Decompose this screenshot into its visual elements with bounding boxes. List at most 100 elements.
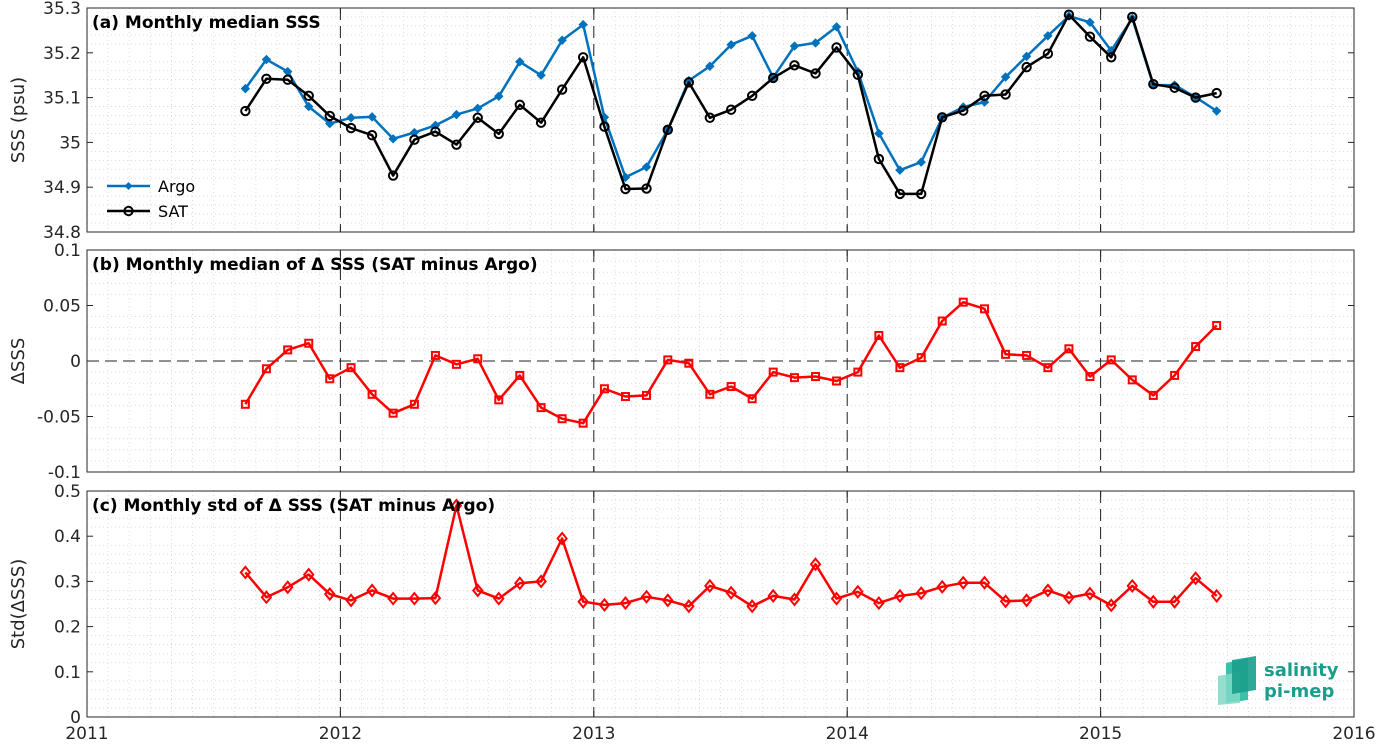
data-point — [1020, 593, 1033, 608]
x-tick-label: 2014 — [826, 724, 869, 744]
panel-b: -0.1 -0.05 0 0.05 0.1 ΔSSS (b) Monthly median … — [8, 241, 1355, 483]
data-point — [1148, 78, 1159, 90]
y-tick-label: 0.05 — [43, 297, 81, 317]
data-point — [705, 389, 715, 399]
data-point — [1191, 342, 1201, 352]
data-point — [809, 557, 822, 572]
data-point — [261, 364, 271, 374]
data-point — [578, 19, 588, 30]
data-point — [557, 414, 567, 424]
axes-frame — [86, 7, 1355, 233]
series-argo — [240, 11, 1222, 183]
axes-frame — [86, 490, 1355, 718]
data-point — [873, 153, 885, 165]
data-point — [937, 316, 947, 326]
data-point — [1000, 72, 1011, 82]
data-point — [704, 112, 716, 123]
y-tick-label: 34.8 — [43, 223, 81, 243]
y-tick-label: 35.3 — [43, 0, 81, 19]
data-point — [450, 498, 463, 513]
data-point — [852, 69, 864, 80]
data-point — [494, 91, 504, 101]
data-point — [1190, 92, 1201, 103]
data-point — [304, 101, 314, 112]
y-tick-label: 0.1 — [54, 241, 81, 261]
data-point — [746, 599, 758, 614]
data-point — [430, 126, 441, 137]
data-point — [978, 575, 991, 590]
y-tick-label: 0.4 — [54, 527, 81, 547]
data-point — [1211, 87, 1222, 99]
data-point — [810, 38, 821, 48]
data-point — [725, 585, 737, 600]
data-point — [1021, 51, 1032, 62]
y-tick-label: 0.1 — [54, 663, 81, 683]
data-point — [894, 588, 906, 603]
legend-label: Argo — [158, 177, 195, 196]
data-point — [261, 54, 272, 65]
data-point — [324, 110, 335, 122]
data-point — [726, 382, 736, 392]
data-point — [430, 350, 440, 360]
data-point — [1106, 52, 1117, 63]
data-point — [831, 22, 842, 32]
data-point — [725, 104, 737, 115]
data-point — [1085, 372, 1095, 382]
data-point — [620, 183, 631, 195]
x-tick-label: 2012 — [319, 724, 362, 744]
data-point — [746, 90, 758, 102]
data-point — [767, 588, 779, 603]
y-tick-label: 0.2 — [54, 618, 81, 638]
data-point — [473, 354, 483, 364]
data-point — [789, 41, 800, 51]
data-point — [409, 127, 420, 138]
data-point — [240, 105, 251, 117]
data-point — [1212, 320, 1222, 330]
data-point — [408, 591, 421, 606]
legend-marker — [123, 205, 134, 217]
data-point — [387, 170, 399, 181]
data-point — [451, 139, 462, 150]
data-point — [683, 599, 695, 614]
series-sat — [240, 9, 1222, 200]
data-point — [662, 593, 674, 608]
data-point — [302, 567, 315, 582]
series-line — [244, 504, 1218, 608]
data-point — [323, 586, 336, 602]
panel-title: (c) Monthly std of Δ SSS (SAT minus Argo… — [92, 496, 495, 516]
data-point — [473, 103, 483, 114]
data-point — [1210, 588, 1223, 603]
data-point — [1084, 31, 1096, 42]
y-tick-label: 35 — [59, 133, 81, 153]
data-point — [346, 113, 356, 123]
data-point — [387, 591, 399, 606]
logo: salinity pi-mep — [1218, 656, 1339, 705]
data-point — [451, 109, 462, 120]
data-point — [345, 593, 357, 608]
data-point — [1085, 17, 1095, 28]
data-point — [1189, 571, 1202, 586]
data-point — [1170, 370, 1180, 380]
y-tick-label: -0.05 — [37, 408, 81, 428]
data-point — [599, 121, 610, 132]
data-point — [1105, 598, 1118, 613]
data-point — [895, 165, 905, 175]
data-point — [642, 390, 652, 400]
data-point — [874, 330, 884, 340]
data-point — [1063, 9, 1075, 20]
data-point — [1211, 106, 1222, 116]
data-point — [283, 345, 293, 355]
data-point — [894, 188, 906, 200]
data-point — [492, 591, 505, 606]
data-point — [282, 74, 293, 85]
y-tick-label: -0.1 — [48, 463, 81, 483]
panel-c: 0 0.1 0.2 0.3 0.4 0.5 2011 2012 2013 2014 2015 2016… — [8, 482, 1376, 744]
series-line — [244, 13, 1217, 196]
legend-label: SAT — [158, 202, 188, 221]
data-point — [768, 367, 778, 377]
data-point — [1001, 349, 1011, 359]
data-point — [789, 60, 800, 71]
data-point — [937, 112, 948, 123]
data-point — [325, 374, 335, 384]
data-point — [240, 83, 251, 94]
